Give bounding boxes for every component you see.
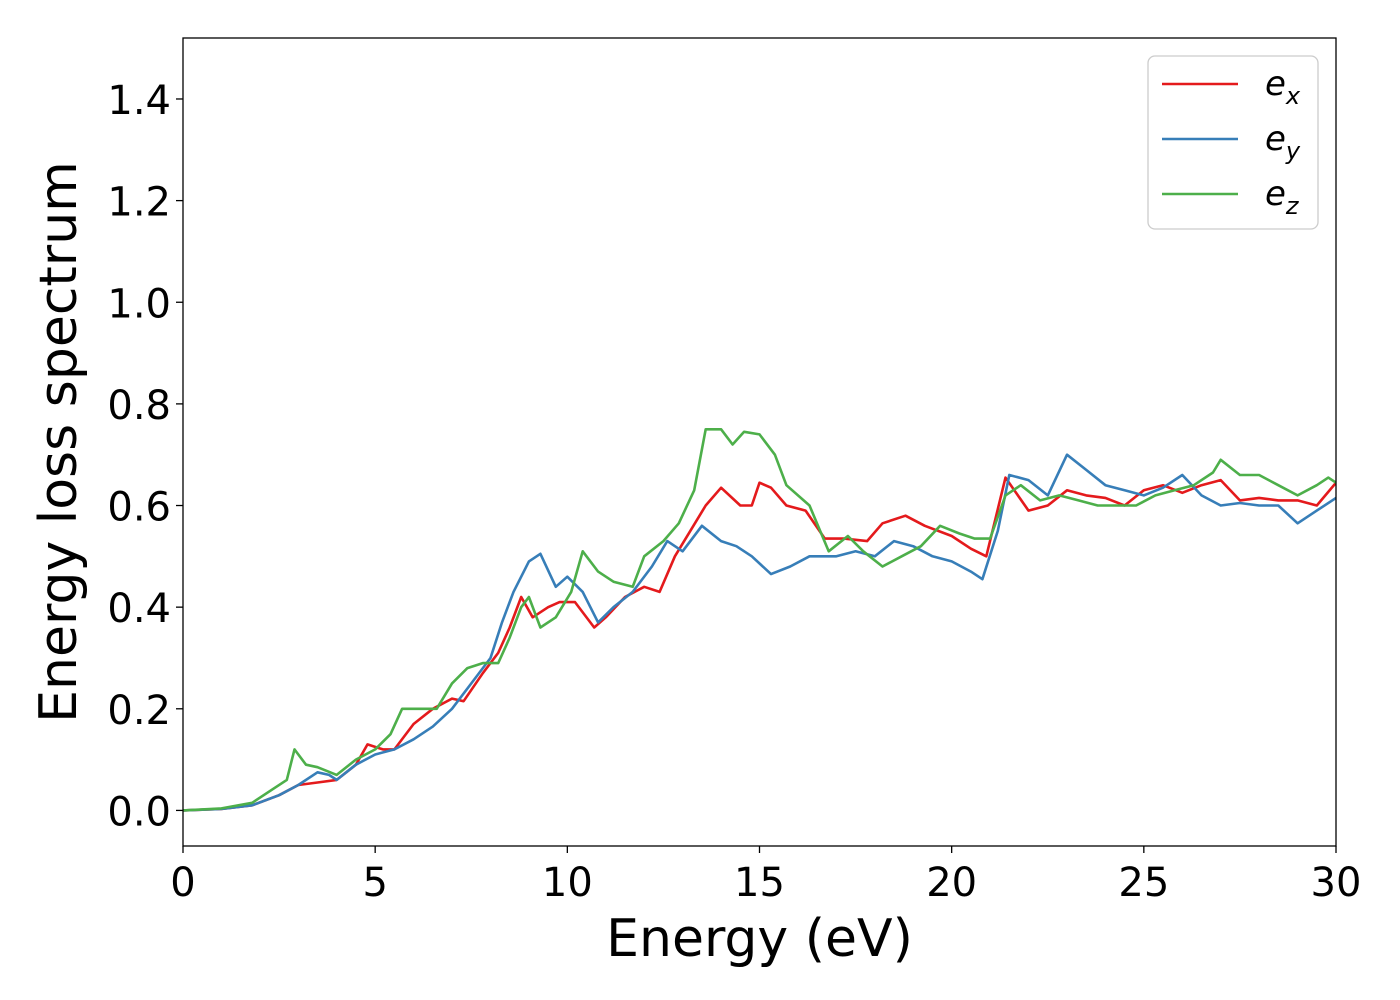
plot-area (183, 38, 1336, 846)
legend-label-e-x: ex (1265, 64, 1301, 110)
x-tick-label: 5 (362, 860, 387, 906)
legend-label-subscript: z (1285, 192, 1300, 220)
y-tick-label: 1.4 (107, 78, 171, 124)
y-tick-label: 0.4 (107, 586, 171, 632)
x-axis-title: Energy (eV) (606, 909, 913, 969)
x-tick-label: 10 (542, 860, 593, 906)
legend-label-subscript: y (1285, 137, 1301, 165)
series-lines (183, 427, 1336, 812)
y-tick-label: 1.2 (107, 180, 171, 226)
legend-label-base: e (1265, 174, 1286, 214)
y-tick-label: 0.6 (107, 485, 171, 531)
series-line-e-y (183, 453, 1336, 812)
x-tick-label: 0 (170, 860, 195, 906)
x-tick-label: 15 (734, 860, 785, 906)
legend-label-subscript: x (1285, 82, 1301, 110)
y-tick-label: 1.0 (107, 281, 171, 327)
legend-box (1147, 55, 1319, 230)
x-tick-label: 30 (1311, 860, 1362, 906)
x-tick-label: 20 (926, 860, 977, 906)
y-axis-ticks: 0.0 0.2 0.4 0.6 0.8 1.0 1.2 1.4 (107, 78, 183, 835)
y-tick-label: 0.2 (107, 688, 171, 734)
legend-label-e-z: ez (1265, 174, 1300, 220)
x-tick-label: 25 (1118, 860, 1169, 906)
y-tick-label: 0.8 (107, 383, 171, 429)
series-line-e-x (183, 476, 1336, 812)
legend-label-base: e (1265, 119, 1286, 159)
x-axis-ticks: 0 5 10 15 20 25 30 (170, 846, 1361, 906)
legend-label-base: e (1265, 64, 1286, 104)
series-line-e-z (183, 427, 1336, 812)
y-axis-title: Energy loss spectrum (29, 161, 89, 723)
y-tick-label: 0.0 (107, 789, 171, 835)
legend-label-e-y: ey (1265, 119, 1301, 165)
